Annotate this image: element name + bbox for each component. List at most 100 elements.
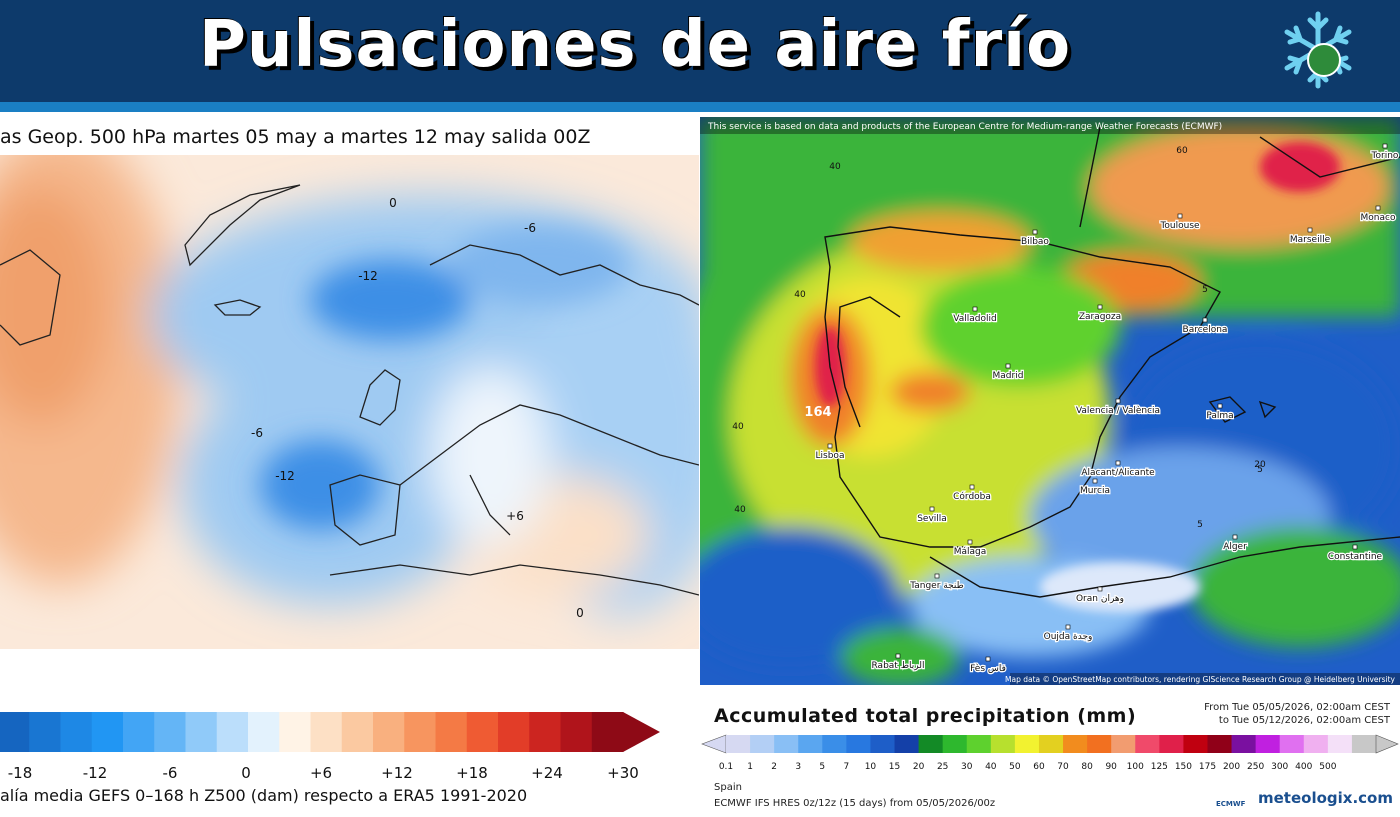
value-label: 40 xyxy=(794,290,806,300)
city-label: Valladolid xyxy=(953,314,996,324)
colorbar-segment xyxy=(404,712,436,752)
anomaly-colorbar: -18 -12 -6 0 +6 +12 +18 +24 +30 xyxy=(0,712,660,782)
colorbar-label: -12 xyxy=(83,764,108,782)
city-marker xyxy=(1307,227,1313,233)
model-label: ECMWF IFS HRES 0z/12z (15 days) from 05/… xyxy=(714,798,996,809)
colorbar-segment xyxy=(60,712,93,752)
colorbar-segment xyxy=(1255,735,1281,753)
city-label: Rabat الرباط xyxy=(872,661,925,671)
colorbar-label: 200 xyxy=(1223,762,1240,772)
colorbar-segment xyxy=(466,712,499,752)
value-label: 5 xyxy=(1202,285,1208,295)
colorbar-segment xyxy=(373,712,405,752)
colorbar-label: 5 xyxy=(819,762,825,772)
city-label: Oujda وجدة xyxy=(1044,632,1093,642)
colorbar-label: +12 xyxy=(381,764,413,782)
colorbar-segment xyxy=(91,712,124,752)
city-marker xyxy=(1032,229,1038,235)
colorbar-label: 70 xyxy=(1057,762,1069,772)
colorbar-segment xyxy=(498,712,530,752)
colorbar-segment xyxy=(248,712,280,752)
city-label: Palma xyxy=(1206,411,1233,421)
period-end: to Tue 05/12/2026, 02:00am CEST xyxy=(1218,715,1390,726)
page-title: Pulsaciones de aire frío xyxy=(198,8,1072,82)
colorbar-arrow xyxy=(1375,734,1399,754)
ecmwf-logo: ECMWF xyxy=(1216,800,1246,808)
contour-label: -12 xyxy=(275,469,295,483)
colorbar-label: 175 xyxy=(1199,762,1216,772)
city-label: Torino xyxy=(1371,151,1399,161)
left-map-caption: alía media GEFS 0–168 h Z500 (dam) respe… xyxy=(0,786,528,805)
city-marker xyxy=(969,484,975,490)
header-bar xyxy=(0,0,1400,102)
colorbar-segment xyxy=(216,712,249,752)
colorbar-segment xyxy=(918,735,944,753)
colorbar-label: 60 xyxy=(1033,762,1045,772)
colorbar-label: 100 xyxy=(1127,762,1144,772)
colorbar-arrow xyxy=(623,712,660,752)
colorbar-segment xyxy=(1207,735,1232,753)
city-marker xyxy=(934,573,940,579)
colorbar-segment xyxy=(990,735,1016,753)
city-marker xyxy=(1092,478,1098,484)
colorbar-segment xyxy=(1279,735,1305,753)
city-marker xyxy=(1097,304,1103,310)
colorbar-segment xyxy=(966,735,992,753)
colorbar-label: 90 xyxy=(1105,762,1117,772)
colorbar-segment xyxy=(822,735,847,753)
value-label: 5 xyxy=(1197,520,1203,530)
city-label: Tanger طنجة xyxy=(909,581,964,591)
city-marker xyxy=(1382,143,1388,149)
city-marker xyxy=(1097,586,1103,592)
city-label: Zaragoza xyxy=(1079,312,1121,322)
colorbar-label: 50 xyxy=(1009,762,1021,772)
colorbar-segment xyxy=(341,712,374,752)
colorbar-segment xyxy=(560,712,593,752)
colorbar-segment xyxy=(870,735,895,753)
colorbar-label: +30 xyxy=(607,764,639,782)
colorbar-segment xyxy=(1014,735,1040,753)
colorbar-label: 125 xyxy=(1151,762,1168,772)
colorbar-label: 3 xyxy=(795,762,801,772)
city-marker xyxy=(985,656,991,662)
colorbar-label: 80 xyxy=(1081,762,1093,772)
colorbar-segment xyxy=(774,735,799,753)
attribution-band xyxy=(700,117,1400,134)
city-marker xyxy=(1115,460,1121,466)
brand-label: meteologix.com xyxy=(1258,789,1393,807)
city-marker xyxy=(967,539,973,545)
colorbar-segment xyxy=(0,712,30,752)
city-marker xyxy=(1352,544,1358,550)
snowflake-logo xyxy=(1284,11,1352,89)
colorbar-label: 40 xyxy=(985,762,997,772)
colorbar-segment xyxy=(1159,735,1184,753)
colorbar-label: 25 xyxy=(937,762,948,772)
city-label: Madrid xyxy=(993,371,1024,381)
city-label: Sevilla xyxy=(917,514,947,524)
colorbar-segment xyxy=(310,712,343,752)
colorbar-label: 15 xyxy=(889,762,900,772)
city-label: Monaco xyxy=(1361,213,1396,223)
value-label: 5 xyxy=(1257,465,1263,475)
contour-label: 0 xyxy=(576,606,584,620)
colorbar-label: 20 xyxy=(913,762,925,772)
colorbar-segment xyxy=(1327,735,1353,753)
colorbar-segment xyxy=(894,735,919,753)
colorbar-label: 250 xyxy=(1247,762,1264,772)
contour-label: -6 xyxy=(524,221,536,235)
city-marker xyxy=(1115,398,1121,404)
colorbar-segment xyxy=(1303,735,1329,753)
colorbar-label: 0.1 xyxy=(719,762,733,772)
colorbar-arrow xyxy=(701,734,727,754)
city-marker xyxy=(1375,205,1381,211)
colorbar-segment xyxy=(1038,735,1064,753)
colorbar-label: 1 xyxy=(747,762,753,772)
colorbar-label: -18 xyxy=(8,764,33,782)
colorbar-segment xyxy=(942,735,968,753)
colorbar-segment xyxy=(1063,735,1088,753)
period-start: From Tue 05/05/2026, 02:00am CEST xyxy=(1204,702,1390,713)
contour-label: -12 xyxy=(358,269,378,283)
city-label: Lisboa xyxy=(816,451,845,461)
city-label: Toulouse xyxy=(1159,221,1200,231)
